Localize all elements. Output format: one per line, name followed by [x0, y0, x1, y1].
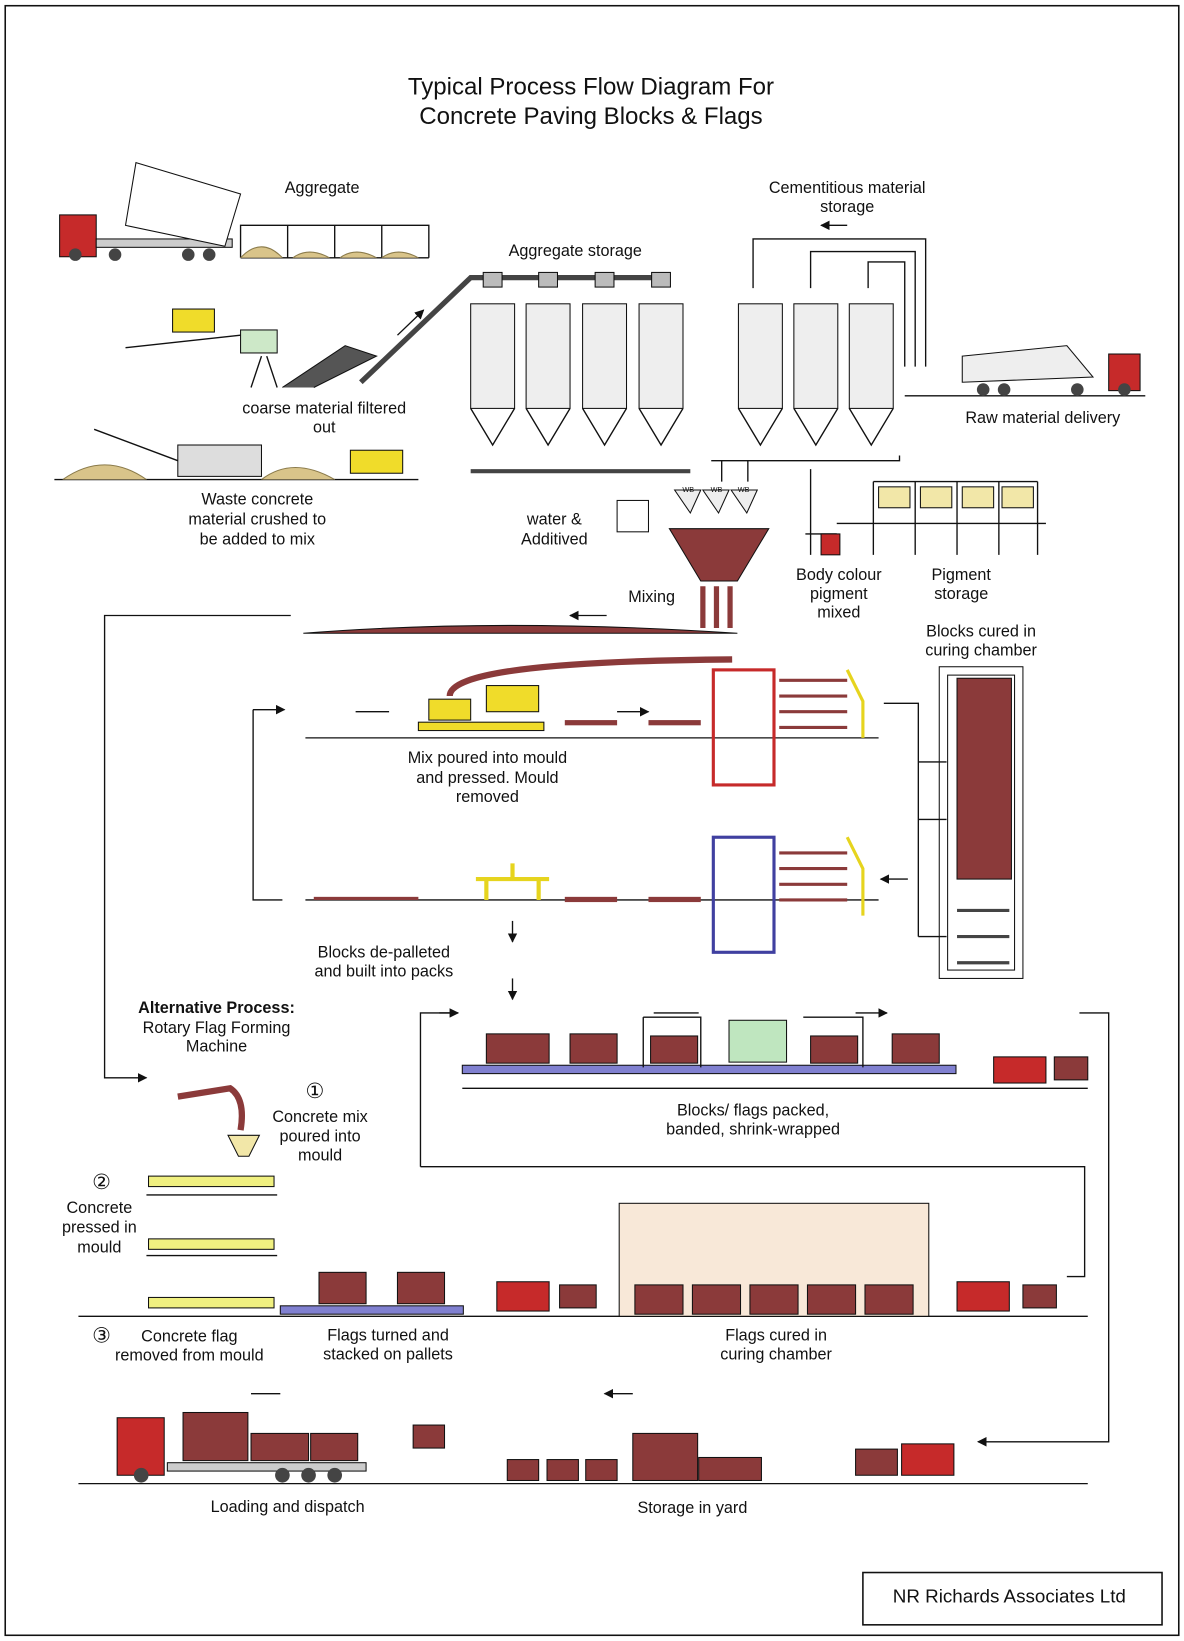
- label: poured into: [280, 1128, 361, 1146]
- step-number: ②: [92, 1171, 111, 1194]
- label: out: [313, 419, 336, 437]
- label: Concrete mix: [272, 1108, 367, 1126]
- label: and built into packs: [314, 962, 453, 980]
- label: Alternative Process:: [138, 999, 295, 1017]
- label: Raw material delivery: [965, 409, 1121, 427]
- label: curing chamber: [720, 1345, 832, 1363]
- step-number: ①: [305, 1080, 324, 1103]
- label: Loading and dispatch: [211, 1498, 365, 1516]
- label: Aggregate storage: [509, 242, 642, 260]
- label: Mix poured into mould: [408, 749, 567, 767]
- label: mould: [298, 1147, 342, 1165]
- label: Additived: [521, 530, 588, 548]
- label: Aggregate: [285, 179, 360, 197]
- label: Body colour: [796, 566, 882, 584]
- label: water &: [526, 511, 582, 529]
- label: be added to mix: [200, 530, 315, 548]
- footer: NR Richards Associates Ltd: [893, 1586, 1126, 1607]
- label: Flags cured in: [725, 1326, 827, 1344]
- weigh-label: WB: [682, 485, 694, 494]
- label: pigment: [810, 585, 868, 603]
- label: curing chamber: [925, 641, 1037, 659]
- label: Blocks de-palleted: [318, 944, 450, 962]
- label: Blocks cured in: [926, 623, 1036, 641]
- title: Typical Process Flow Diagram For: [408, 74, 774, 101]
- label: Mixing: [628, 588, 675, 606]
- label: Concrete: [66, 1199, 132, 1217]
- label: mixed: [817, 604, 860, 622]
- label: Cementitious material: [769, 179, 926, 197]
- label: Pigment: [931, 566, 991, 584]
- label: Machine: [186, 1038, 247, 1056]
- label: Flags turned and: [327, 1326, 449, 1344]
- label: storage: [820, 198, 874, 216]
- label: stacked on pallets: [323, 1345, 453, 1363]
- title: Concrete Paving Blocks & Flags: [419, 103, 763, 130]
- label: pressed in: [62, 1219, 137, 1237]
- label: material crushed to: [188, 511, 326, 529]
- labels: Typical Process Flow Diagram For Concret…: [62, 74, 1126, 1607]
- weigh-label: WB: [738, 485, 750, 494]
- label: Waste concrete: [201, 491, 313, 509]
- label: Rotary Flag Forming: [143, 1019, 291, 1037]
- label: coarse material filtered: [242, 400, 406, 418]
- weigh-label: WB: [711, 485, 723, 494]
- label: removed from mould: [115, 1346, 264, 1364]
- label: and pressed. Mould: [416, 769, 558, 787]
- label: banded, shrink-wrapped: [666, 1120, 840, 1138]
- label: Storage in yard: [637, 1499, 747, 1517]
- label: removed: [456, 788, 519, 806]
- layout: [4, 4, 1180, 1637]
- label: Concrete flag: [141, 1327, 237, 1345]
- step-number: ③: [92, 1325, 111, 1348]
- label: Blocks/ flags packed,: [677, 1102, 829, 1120]
- label: mould: [77, 1239, 121, 1257]
- label: storage: [934, 585, 988, 603]
